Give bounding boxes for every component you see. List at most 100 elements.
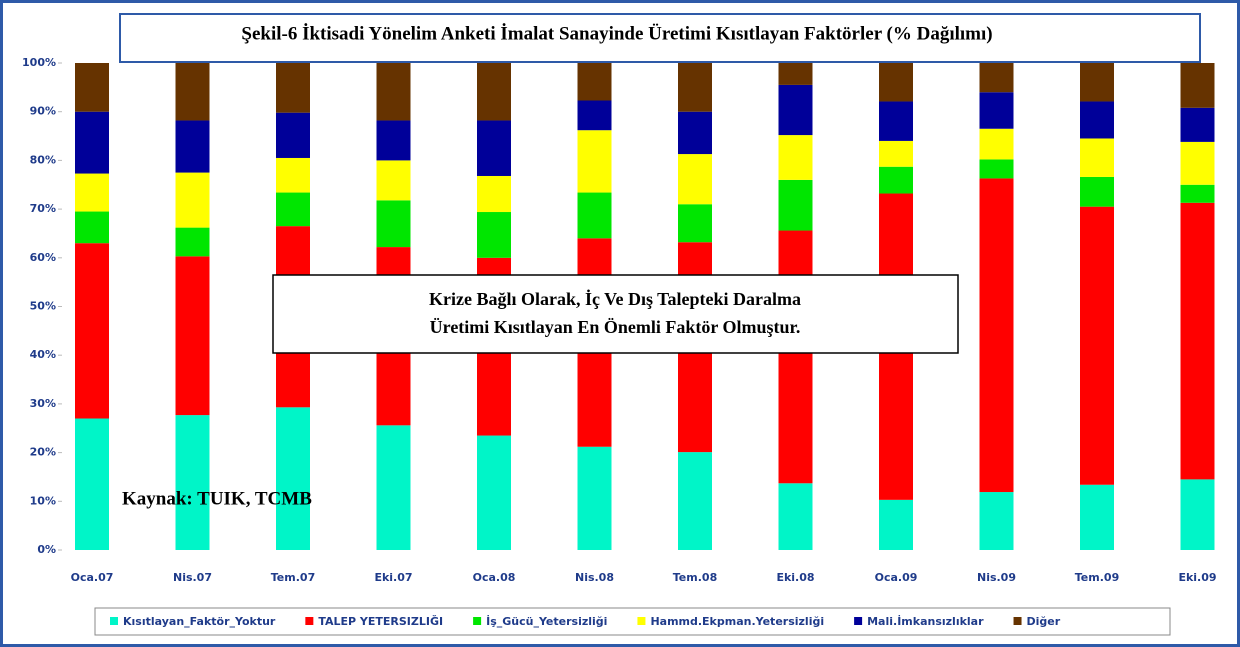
bar-segment bbox=[979, 92, 1014, 129]
bar-segment bbox=[1080, 138, 1114, 177]
bar-segment bbox=[376, 120, 411, 161]
bar-segment bbox=[1180, 141, 1215, 185]
bar-segment bbox=[678, 111, 712, 155]
bar-segment bbox=[175, 120, 210, 173]
bar-segment bbox=[678, 452, 712, 550]
x-tick-label: Eki.07 bbox=[374, 571, 412, 584]
bar-segment bbox=[778, 483, 813, 550]
y-tick-label: 100% bbox=[22, 56, 56, 69]
bar-segment bbox=[276, 63, 310, 113]
y-tick-label: 20% bbox=[30, 446, 56, 459]
bar-segment bbox=[979, 63, 1014, 93]
bar-segment bbox=[276, 407, 310, 550]
legend-label: İş_Gücü_Yetersizliği bbox=[486, 614, 607, 628]
bar-segment bbox=[778, 179, 813, 231]
y-tick-label: 90% bbox=[30, 105, 56, 118]
bar-segment bbox=[1180, 107, 1215, 142]
bar-segment bbox=[477, 63, 511, 121]
y-tick-label: 60% bbox=[30, 251, 56, 264]
legend: Kısıtlayan_Faktör_Yoktur TALEP YETERSIZLI… bbox=[110, 614, 1061, 628]
bar-segment bbox=[778, 230, 813, 484]
bar-segment bbox=[276, 157, 310, 193]
bar-segment bbox=[175, 415, 210, 550]
bar-segment bbox=[75, 63, 109, 112]
bar-segment bbox=[879, 140, 913, 167]
bar-segment bbox=[879, 63, 913, 102]
legend-swatch bbox=[110, 617, 118, 625]
x-tick-label: Eki.08 bbox=[776, 571, 814, 584]
bar-segment bbox=[477, 435, 511, 550]
y-tick-label: 70% bbox=[30, 202, 56, 215]
bar-segment bbox=[175, 256, 210, 416]
bar-segment bbox=[1080, 101, 1114, 139]
bar-segment bbox=[75, 418, 109, 550]
legend-swatch bbox=[473, 617, 482, 625]
bar-segment bbox=[979, 159, 1014, 179]
legend-label: Mali.İmkansızlıklar bbox=[867, 614, 984, 628]
x-tick-label: Nis.08 bbox=[575, 571, 614, 584]
bar-segment bbox=[1180, 202, 1215, 480]
legend-label: Hammd.Ekpman.Yetersizliği bbox=[650, 615, 824, 628]
bar-segment bbox=[75, 111, 109, 174]
bar-segment bbox=[979, 492, 1014, 550]
bar-segment bbox=[376, 200, 411, 248]
legend-label: Diğer bbox=[1027, 615, 1061, 628]
bar-segment bbox=[276, 112, 310, 158]
bar-segment bbox=[577, 130, 612, 193]
bar-segment bbox=[678, 154, 712, 205]
bar-segment bbox=[477, 212, 511, 258]
bar-segment bbox=[1080, 63, 1114, 102]
bar-segment bbox=[577, 192, 612, 239]
bar-segment bbox=[879, 499, 913, 550]
x-tick-label: Tem.07 bbox=[271, 571, 315, 584]
legend-swatch bbox=[637, 617, 646, 625]
legend-swatch bbox=[854, 617, 863, 625]
y-tick-label: 40% bbox=[30, 348, 56, 361]
bar-segment bbox=[577, 63, 612, 101]
bar-segment bbox=[175, 227, 210, 257]
bar-segment bbox=[477, 120, 511, 176]
bar-segment bbox=[376, 425, 411, 550]
source-note: Kaynak: TUIK, TCMB bbox=[122, 488, 312, 509]
bar-segment bbox=[879, 101, 913, 141]
bar-segment bbox=[678, 63, 712, 112]
bar-segment bbox=[477, 175, 511, 213]
x-tick-label: Oca.07 bbox=[71, 571, 114, 584]
x-tick-label: Tem.09 bbox=[1075, 571, 1119, 584]
bar-segment bbox=[1180, 63, 1215, 108]
annotation-box bbox=[272, 274, 959, 354]
bar-segment bbox=[1080, 484, 1114, 550]
bar-segment bbox=[276, 192, 310, 227]
y-tick-label: 10% bbox=[30, 494, 56, 507]
y-tick-label: 80% bbox=[30, 153, 56, 166]
legend-box bbox=[94, 607, 1171, 636]
annotation: Üretimi Kısıtlayan En Önemli Faktör Olmu… bbox=[430, 317, 801, 337]
bar-segment bbox=[1180, 479, 1215, 550]
plot: 0% 10% 20% 30% 40% 50% 60% 70% 80% 90% 100% Oca.07 N… bbox=[22, 56, 1217, 584]
bar-segment bbox=[778, 63, 813, 85]
bar-segment bbox=[376, 160, 411, 201]
x-tick-label: Oca.09 bbox=[875, 571, 918, 584]
x-tick-label: Nis.09 bbox=[977, 571, 1016, 584]
bar-segment bbox=[778, 135, 813, 180]
y-tick-label: 50% bbox=[30, 300, 56, 313]
x-tick-label: Oca.08 bbox=[473, 571, 516, 584]
title-box bbox=[119, 13, 1201, 63]
x-tick-label: Tem.08 bbox=[673, 571, 717, 584]
bar-segment bbox=[577, 100, 612, 131]
bar-segment bbox=[1180, 184, 1215, 203]
x-tick-label: Nis.07 bbox=[173, 571, 212, 584]
legend-swatch bbox=[305, 617, 314, 625]
x-tick-label: Eki.09 bbox=[1178, 571, 1216, 584]
legend-label: TALEP YETERSIZLIĞI bbox=[318, 615, 443, 628]
bar-segment bbox=[75, 243, 109, 419]
bar-segment bbox=[678, 204, 712, 243]
bar-segment bbox=[1080, 176, 1114, 207]
bar-segment bbox=[376, 63, 411, 121]
bar-segment bbox=[175, 63, 210, 121]
y-tick-label: 0% bbox=[37, 543, 56, 556]
bar-segment bbox=[879, 166, 913, 194]
y-tick-label: 30% bbox=[30, 397, 56, 410]
bar-segment bbox=[75, 211, 109, 244]
